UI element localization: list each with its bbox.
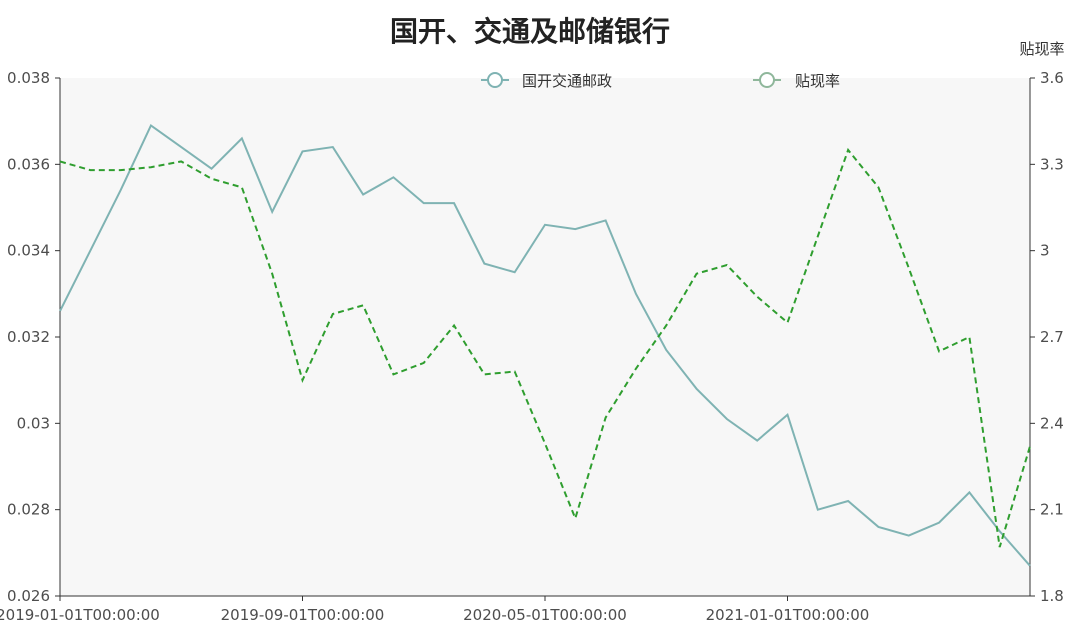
axes-layer: 0.026 0.028 0.03 0.032 0.034 0.036 0.038 1.8 2.1… — [0, 69, 1064, 624]
right-y-tick-label: 2.7 — [1040, 328, 1064, 346]
x-tick-label: 2019-01-01T00:00:00 — [0, 606, 160, 624]
right-y-tick-label: 2.4 — [1040, 414, 1064, 432]
right-y-tick-label: 1.8 — [1040, 587, 1064, 605]
chart-legend: 国开交通邮政 贴现率 — [481, 72, 840, 90]
right-y-tick-label: 3.6 — [1040, 69, 1064, 87]
left-y-tick-label: 0.034 — [7, 242, 50, 260]
legend-circle-line-icon — [487, 72, 503, 88]
left-y-tick-label: 0.03 — [17, 414, 50, 432]
series-line-guokai-jiaotong-youzheng — [59, 123, 1031, 567]
left-y-tick-label: 0.038 — [7, 69, 50, 87]
left-y-tick-label: 0.026 — [7, 587, 50, 605]
legend-item-series-1: 国开交通邮政 — [481, 72, 612, 90]
right-y-tick-label: 3.3 — [1040, 155, 1064, 173]
left-y-tick-label: 0.028 — [7, 501, 50, 519]
left-y-tick-label: 0.032 — [7, 328, 50, 346]
plot-area-background — [60, 78, 1030, 596]
legend-item-series-2: 贴现率 — [753, 72, 840, 90]
x-tick-label: 2021-01-01T00:00:00 — [706, 606, 870, 624]
series-layer — [59, 123, 1031, 567]
right-axis-title: 贴现率 — [1019, 40, 1064, 58]
series-line-discount-rate — [59, 147, 1031, 548]
legend-circle-line-icon — [759, 72, 775, 88]
x-tick-label: 2019-09-01T00:00:00 — [221, 606, 385, 624]
right-y-tick-label: 2.1 — [1040, 501, 1064, 519]
left-y-tick-label: 0.036 — [7, 155, 50, 173]
legend-label-series-2: 贴现率 — [795, 72, 840, 90]
legend-label-series-1: 国开交通邮政 — [522, 72, 612, 90]
x-tick-label: 2020-05-01T00:00:00 — [463, 606, 627, 624]
right-y-tick-label: 3 — [1040, 242, 1050, 260]
chart-title: 国开、交通及邮储银行 — [390, 15, 670, 48]
